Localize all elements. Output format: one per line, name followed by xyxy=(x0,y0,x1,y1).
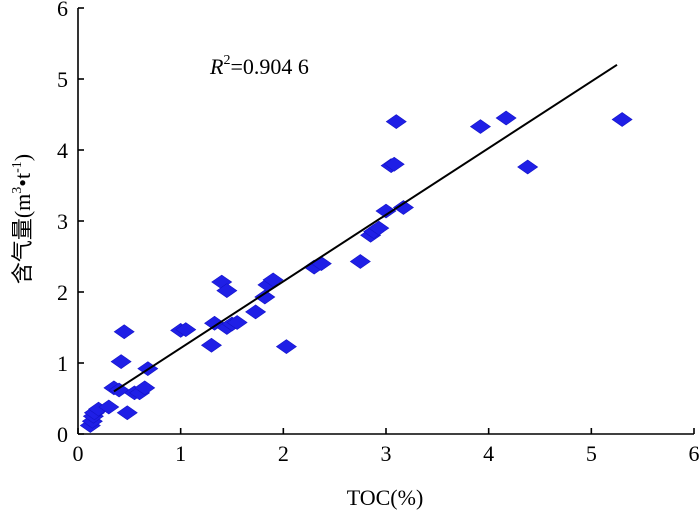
x-tick-label: 2 xyxy=(278,441,289,466)
r-squared-var: R xyxy=(209,54,224,79)
data-point xyxy=(611,112,633,127)
data-point xyxy=(98,399,120,415)
y-tick-label: 1 xyxy=(57,351,68,376)
data-points xyxy=(79,110,633,433)
data-point xyxy=(368,220,390,236)
data-point xyxy=(200,337,222,353)
data-point xyxy=(392,200,414,215)
data-point xyxy=(385,114,407,129)
x-axis-label: TOC(%) xyxy=(347,485,424,510)
y-tick-label: 3 xyxy=(57,209,68,234)
data-point xyxy=(469,119,491,134)
data-point xyxy=(134,380,156,396)
data-point xyxy=(375,203,397,219)
y-axis-label-base: 含气量(m xyxy=(10,194,35,284)
r-squared-value: =0.904 6 xyxy=(230,54,308,79)
y-axis-label-sup2: -1 xyxy=(10,161,25,173)
data-point xyxy=(116,405,138,421)
x-tick-label: 5 xyxy=(586,441,597,466)
data-point xyxy=(110,354,132,369)
x-tick-label: 4 xyxy=(483,441,494,466)
x-tick-label: 0 xyxy=(73,441,84,466)
data-point xyxy=(108,382,130,398)
ticks xyxy=(77,7,695,435)
data-point xyxy=(349,254,371,269)
data-point xyxy=(517,159,539,175)
data-point xyxy=(226,315,248,330)
y-axis-label-mid: •t xyxy=(10,173,35,187)
r-squared-annotation: R2=0.904 6 xyxy=(209,53,309,79)
x-tick-label: 3 xyxy=(381,441,392,466)
r-squared-sup: 2 xyxy=(223,53,230,68)
y-tick-label: 4 xyxy=(57,138,68,163)
y-axis-label-tail: ) xyxy=(10,154,35,161)
y-tick-label: 6 xyxy=(57,0,68,21)
data-point xyxy=(175,322,197,337)
data-point xyxy=(275,339,297,355)
y-axis-label: 含气量(m3•t-1) xyxy=(10,154,35,284)
data-point xyxy=(113,324,135,340)
data-point xyxy=(254,289,276,305)
data-point xyxy=(383,156,405,172)
y-tick-label: 0 xyxy=(57,422,68,447)
data-point xyxy=(245,304,267,320)
data-point xyxy=(216,283,238,298)
x-tick-label: 6 xyxy=(689,441,700,466)
regression-line xyxy=(113,63,618,393)
y-axis-label-sup1: 3 xyxy=(10,187,25,194)
x-tick-label: 1 xyxy=(175,441,186,466)
y-tick-label: 5 xyxy=(57,67,68,92)
y-tick-label: 2 xyxy=(57,280,68,305)
data-point xyxy=(495,110,517,126)
tick-labels: 0 1 2 3 4 5 6 0 1 2 3 4 5 6 xyxy=(57,0,700,466)
axes xyxy=(77,8,694,435)
